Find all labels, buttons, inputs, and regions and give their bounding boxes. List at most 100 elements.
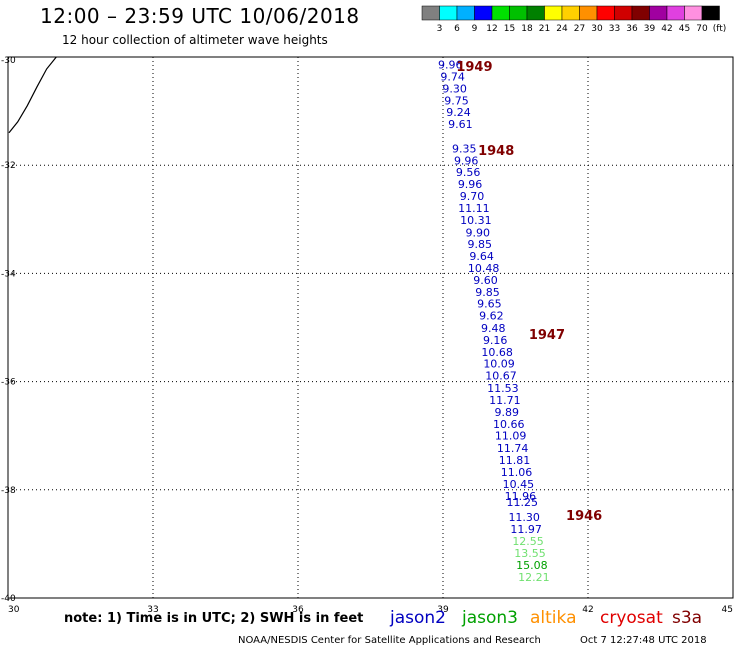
colorbar-label: 21	[539, 24, 550, 34]
colorbar-swatch	[491, 5, 510, 21]
colorbar-swatch	[544, 5, 563, 21]
wave-height-label: 9.24	[446, 106, 471, 119]
x-tick-label: 30	[8, 605, 20, 615]
footer-timestamp: Oct 7 12:27:48 UTC 2018	[580, 635, 707, 646]
wave-height-label: 9.61	[448, 118, 473, 131]
wave-height-label: 15.08	[516, 559, 548, 572]
colorbar-label: 12	[486, 24, 497, 34]
wave-height-label: 11.74	[497, 442, 529, 455]
wave-height-label: 9.96	[454, 154, 479, 167]
wave-height-label: 9.56	[456, 166, 481, 179]
colorbar-swatch	[631, 5, 650, 21]
colorbar-swatch	[666, 5, 685, 21]
wave-height-label: 9.85	[467, 238, 492, 251]
time-label: 1949	[456, 60, 492, 75]
colorbar-label: 27	[574, 24, 585, 34]
wave-height-label: 9.74	[440, 70, 465, 83]
wave-height-label: 9.48	[481, 322, 506, 335]
wave-height-label: 9.35	[452, 142, 477, 155]
footer-note: note: 1) Time is in UTC; 2) SWH is in fe…	[64, 611, 364, 626]
y-tick-label: -38	[1, 486, 16, 496]
colorbar-label: 9	[472, 24, 478, 34]
wave-height-label: 9.65	[477, 298, 502, 311]
x-tick-label: 39	[437, 605, 449, 615]
legend-s3a: s3a	[672, 608, 703, 628]
y-tick-label: -36	[1, 378, 16, 388]
x-tick-label: 36	[292, 605, 304, 615]
time-label: 1946	[566, 509, 602, 524]
wave-height-label: 9.96	[438, 59, 463, 72]
wave-height-label: 10.48	[468, 262, 500, 275]
legend-jason2: jason2	[390, 608, 446, 628]
colorbar-label: 24	[556, 24, 568, 34]
map-title: 12:00 – 23:59 UTC 10/06/2018	[40, 4, 360, 28]
colorbar-label: 42	[661, 24, 672, 34]
colorbar-swatch	[684, 5, 703, 21]
y-tick-label: -30	[1, 56, 16, 66]
colorbar-label: 33	[609, 24, 620, 34]
wave-height-label: 9.96	[458, 178, 483, 191]
wave-height-label: 13.55	[514, 547, 546, 560]
colorbar-swatch	[579, 5, 598, 21]
y-tick-label: -40	[1, 594, 16, 604]
wave-height-label: 9.85	[475, 286, 500, 299]
legend-cryosat: cryosat	[600, 608, 663, 628]
colorbar-swatch	[561, 5, 580, 21]
coastline	[8, 56, 57, 134]
colorbar-label: 15	[504, 24, 515, 34]
colorbar-label: 18	[521, 24, 533, 34]
colorbar-label: 3	[437, 24, 443, 34]
time-label: 1948	[478, 144, 514, 159]
wave-height-label: 10.45	[503, 478, 535, 491]
wave-height-label: 9.75	[444, 94, 469, 107]
x-tick-label: 33	[147, 605, 158, 615]
colorbar-label: 30	[591, 24, 603, 34]
wave-height-label: 9.60	[473, 274, 498, 287]
colorbar-swatch	[456, 5, 475, 21]
time-label: 1947	[529, 328, 565, 343]
wave-height-label: 10.09	[483, 358, 515, 371]
map-subtitle: 12 hour collection of altimeter wave hei…	[62, 33, 328, 47]
wave-height-label: 12.21	[518, 571, 550, 584]
colorbar-swatch	[509, 5, 528, 21]
wave-height-label: 10.66	[493, 418, 525, 431]
colorbar-swatch	[474, 5, 493, 21]
wave-height-label: 9.64	[469, 250, 494, 263]
x-tick-label: 45	[722, 605, 733, 615]
wave-height-label: 12.55	[512, 535, 544, 548]
wave-height-label: 11.11	[458, 202, 490, 215]
colorbar-label: 45	[679, 24, 690, 34]
wave-height-label: 9.62	[479, 310, 504, 323]
plot-frame	[7, 56, 734, 599]
wave-height-label: 9.89	[495, 406, 520, 419]
wave-height-label: 11.53	[487, 382, 519, 395]
colorbar-label: 36	[626, 24, 638, 34]
wave-height-label: 11.25	[507, 496, 539, 509]
wave-height-label: 11.30	[508, 511, 540, 524]
y-tick-label: -32	[1, 161, 16, 171]
wave-height-label: 10.67	[485, 370, 517, 383]
legend-altika: altika	[530, 608, 577, 628]
wave-height-label: 9.16	[483, 334, 508, 347]
wave-height-label: 11.96	[505, 490, 537, 503]
wave-height-label: 9.70	[460, 190, 485, 203]
legend-jason3: jason3	[462, 608, 518, 628]
wave-height-label: 11.06	[501, 466, 533, 479]
colorbar-swatch	[596, 5, 615, 21]
colorbar-label: 6	[454, 24, 460, 34]
colorbar-swatch	[526, 5, 545, 21]
wave-height-label: 10.68	[481, 346, 513, 359]
wave-height-label: 9.30	[442, 82, 467, 95]
y-tick-label: -34	[1, 269, 16, 279]
colorbar-swatch	[439, 5, 458, 21]
wave-height-label: 10.31	[460, 214, 492, 227]
colorbar-label: (ft)	[713, 24, 727, 34]
colorbar-label: 39	[644, 24, 656, 34]
wave-height-label: 9.90	[466, 226, 491, 239]
wave-height-label: 11.09	[495, 430, 527, 443]
colorbar-swatch	[421, 5, 440, 21]
wave-height-label: 11.97	[510, 523, 542, 536]
footer-credit: NOAA/NESDIS Center for Satellite Applica…	[238, 635, 541, 646]
colorbar-swatch	[649, 5, 668, 21]
